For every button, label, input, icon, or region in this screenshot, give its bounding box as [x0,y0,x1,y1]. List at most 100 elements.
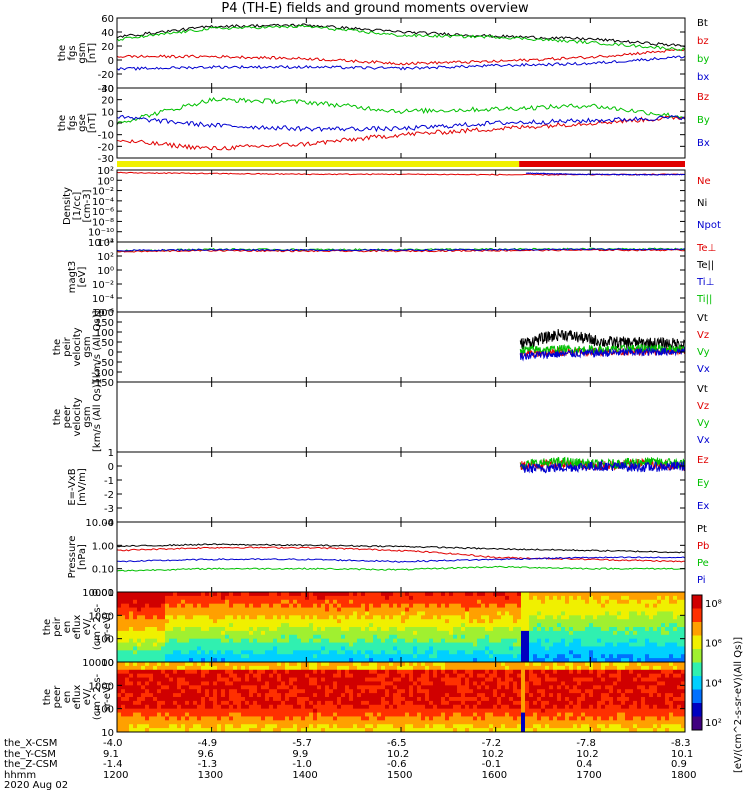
spectrogram-cell [241,658,246,663]
spectrogram-cell [465,658,470,663]
spectrogram-cell [541,685,546,690]
spectrogram-cell [613,697,618,702]
spectrogram-cell [337,689,342,694]
spectrogram-cell [213,712,218,717]
spectrogram-cell [425,669,430,675]
spectrogram-cell [493,603,498,609]
spectrogram-cell [269,646,274,651]
spectrogram-cell [617,685,622,690]
spectrogram-cell [505,673,510,679]
spectrogram-cell [129,685,134,690]
spectrogram-cell [513,665,518,671]
spectrogram-cell [209,669,214,675]
spectrogram-cell [357,704,362,710]
spectrogram-cell [489,654,494,659]
spectrogram-cell [469,595,474,601]
spectrogram-cell [485,677,490,682]
spectrogram-cell [253,697,258,702]
spectrogram-cell [157,716,162,721]
spectrogram-cell [413,693,418,698]
spectrogram-cell [577,697,582,702]
spectrogram-cell [409,665,414,671]
spectrogram-cell [481,654,486,659]
spectrogram-cell [465,646,470,651]
spectrogram-cell [437,595,442,601]
spectrogram-cell [201,728,206,733]
spectrogram-cell [573,638,578,644]
spectrogram-cell [625,662,630,667]
spectrogram-cell [397,646,402,651]
spectrogram-cell [341,623,346,628]
spectrogram-cell [525,654,530,659]
spectrogram-cell [521,693,526,698]
spectrogram-cell [405,650,410,655]
spectrogram-cell [641,627,646,632]
spectrogram-cell [297,658,302,663]
spectrogram-cell [445,662,450,667]
spectrogram-cell [389,708,394,714]
spectrogram-cell [257,654,262,659]
spectrogram-cell [473,607,478,612]
spectrogram-cell [565,724,570,729]
spectrogram-cell [205,607,210,612]
spectrogram-cell [177,693,182,698]
spectrogram-cell [405,592,410,597]
spectrogram-cell [209,673,214,679]
spectrogram-cell [249,704,254,710]
spectrogram-cell [645,724,650,729]
spectrogram-cell [305,697,310,702]
spectrogram-cell [321,685,326,690]
spectrogram-cell [341,642,346,647]
spectrogram-cell [401,646,406,651]
spectrogram-cell [117,654,122,659]
spectrogram-cell [497,592,502,597]
spectrogram-cell [609,716,614,721]
spectrogram-cell [541,697,546,702]
spectrogram-cell [501,712,506,717]
spectrogram-cell [529,720,534,725]
spectrogram-cell [493,669,498,675]
spectrogram-cell [481,646,486,651]
spectrogram-cell [277,693,282,698]
spectrogram-cell [613,712,618,717]
spectrogram-cell [117,650,122,655]
spectrogram-cell [621,650,626,655]
spectrogram-cell [289,704,294,710]
spectrogram-cell [613,650,618,655]
spectrogram-cell [117,677,122,682]
spectrogram-cell [429,662,434,667]
spectrogram-cell [473,599,478,605]
spectrogram-cell [357,595,362,601]
spectrogram-cell [329,630,334,636]
spectrogram-cell [505,693,510,698]
spectrogram-cell [561,724,566,729]
spectrogram-cell [481,693,486,698]
spectrogram-cell [585,700,590,706]
spectrogram-cell [553,595,558,601]
spectrogram-cell [257,623,262,628]
spectrogram-cell [313,662,318,667]
spectrogram-cell [325,728,330,733]
spectrogram-cell [233,716,238,721]
spectrogram-cell [301,630,306,636]
spectrogram-cell [333,700,338,706]
spectrogram-cell [185,665,190,671]
spectrogram-cell [469,611,474,616]
spectrogram-cell [509,662,514,667]
spectrogram-cell [549,615,554,620]
spectrogram-cell [489,615,494,620]
spectrogram-cell [653,677,658,682]
spectrogram-cell [389,642,394,647]
spectrogram-cell [129,658,134,663]
spectrogram-cell [525,693,530,698]
spectrogram-cell [517,611,522,616]
spectrogram-cell [157,673,162,679]
spectrogram-cell [673,599,678,605]
spectrogram-cell [585,615,590,620]
spectrogram-cell [305,630,310,636]
spectrogram-cell [305,728,310,733]
spectrogram-cell [365,627,370,632]
spectrogram-cell [257,697,262,702]
spectrogram-cell [381,607,386,612]
spectrogram-cell [409,669,414,675]
